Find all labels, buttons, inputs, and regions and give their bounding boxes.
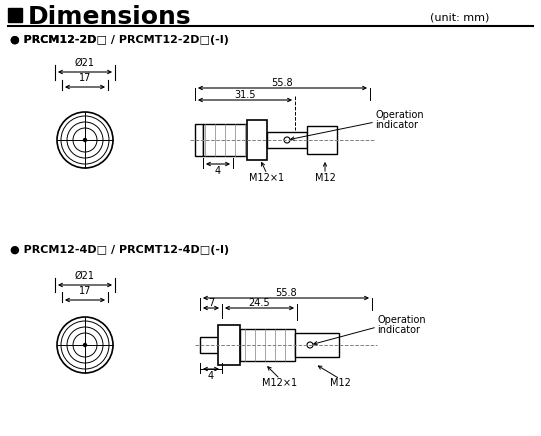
Text: 17: 17 — [79, 286, 91, 296]
Text: 4: 4 — [215, 166, 221, 176]
Text: Operation: Operation — [377, 315, 426, 325]
Bar — [218, 325, 240, 365]
Text: ● PRCM12-4D□ / PRCMT12-4D□(-I): ● PRCM12-4D□ / PRCMT12-4D□(-I) — [10, 245, 229, 255]
Bar — [267, 132, 307, 148]
Text: Operation: Operation — [375, 110, 424, 120]
Bar — [195, 124, 203, 156]
Text: 31.5: 31.5 — [234, 90, 256, 100]
Text: M12×1: M12×1 — [249, 173, 285, 183]
Text: M12: M12 — [329, 378, 351, 388]
Circle shape — [83, 139, 87, 142]
Text: indicator: indicator — [377, 325, 420, 335]
Bar — [240, 329, 295, 361]
Text: ● PRCM12-2D□ / PRCMT12-2D□(-I): ● PRCM12-2D□ / PRCMT12-2D□(-I) — [10, 35, 229, 45]
Text: ● PRCM12-2D: ● PRCM12-2D — [10, 35, 96, 45]
Text: indicator: indicator — [375, 120, 418, 130]
Bar — [307, 126, 337, 154]
Text: 17: 17 — [79, 73, 91, 83]
Text: 7: 7 — [208, 298, 214, 308]
Text: (unit: mm): (unit: mm) — [430, 12, 490, 22]
Text: Ø21: Ø21 — [75, 271, 95, 281]
Text: 4: 4 — [208, 371, 214, 381]
Text: 55.8: 55.8 — [272, 78, 293, 88]
Text: 55.8: 55.8 — [275, 288, 297, 298]
Text: Ø21: Ø21 — [75, 58, 95, 68]
Bar — [8, 8, 22, 22]
Bar — [203, 124, 263, 156]
Text: Dimensions: Dimensions — [28, 5, 192, 29]
Bar — [295, 333, 339, 357]
Text: M12×1: M12×1 — [262, 378, 298, 388]
Bar — [200, 337, 222, 353]
Text: M12: M12 — [314, 173, 335, 183]
Text: 24.5: 24.5 — [248, 298, 270, 308]
Circle shape — [83, 344, 87, 347]
Bar — [247, 120, 267, 160]
